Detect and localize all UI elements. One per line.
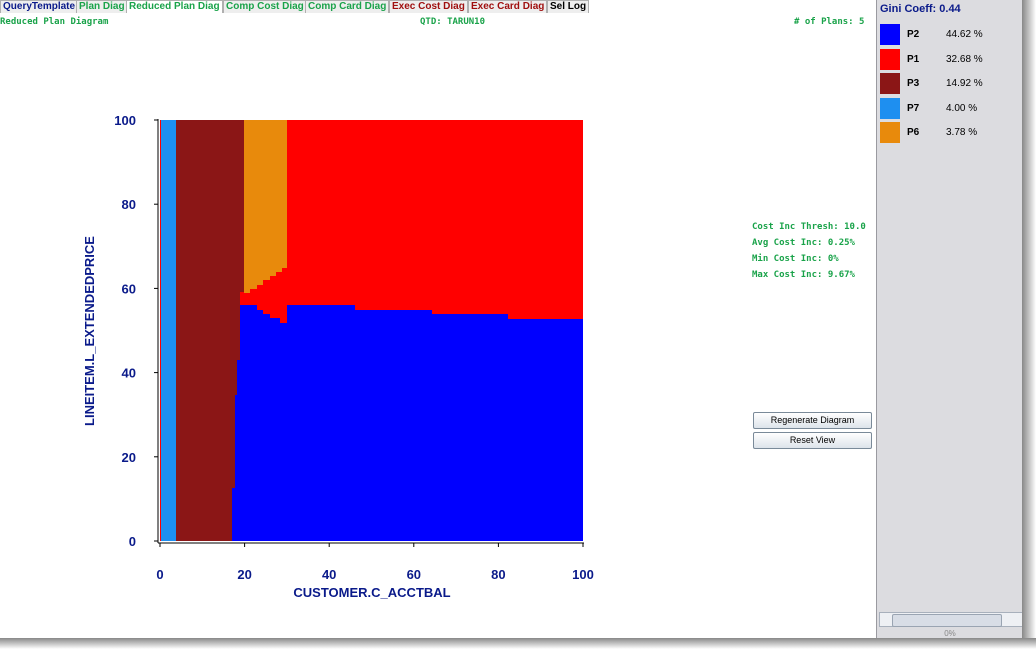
plan-share: 3.78 % [946,127,978,138]
legend-panel: Gini Coeff: 0.44 P2 44.62 % P1 32.68 % P3 14.… [876,0,1024,638]
legend-item: P1 32.68 % [880,48,1020,70]
plan-share: 44.62 % [946,29,983,40]
regenerate-button[interactable]: Regenerate Diagram [753,412,872,429]
plan-share: 4.00 % [946,102,978,114]
x-tick-label: 100 [572,567,594,582]
scroll-thumb[interactable] [892,614,1002,627]
plan-name: P2 [907,29,920,40]
plan-share: 32.68 % [946,53,983,65]
stat-line: Max Cost Inc: 9.67% [752,270,855,280]
legend-swatch [880,48,900,70]
stat-line: Avg Cost Inc: 0.25% [752,238,855,248]
plan-share: 14.92 % [946,78,983,89]
region-p3 [176,120,244,541]
region-p7 [161,120,176,541]
qtd-label: QTD: TARUN10 [420,17,486,27]
legend-swatch [880,24,900,45]
legend-swatch [880,97,900,119]
stat-line: Cost Inc Thresh: 10.0 [752,222,866,232]
x-tick-label: 80 [491,567,505,582]
y-tick-label: 40 [122,366,136,381]
plan-count: # of Plans: 5 [794,17,865,27]
plan-diagram: CUSTOMER.C_ACCTBAL LINEITEM.L_EXTENDEDPR… [82,113,594,600]
legend-item: P7 4.00 % [880,97,1020,119]
y-tick-label: 80 [122,197,136,212]
x-axis-label: CUSTOMER.C_ACCTBAL [293,585,450,600]
tab[interactable]: Reduced Plan Diag [126,0,223,13]
tab[interactable]: Exec Cost Diag [389,0,468,13]
legend-item: P3 14.92 % [880,73,1020,94]
reset-view-button[interactable]: Reset View [753,432,872,449]
y-tick-label: 0 [129,534,136,549]
x-tick-label: 20 [237,567,251,582]
plan-name: P7 [907,102,920,114]
plan-name: P6 [907,127,920,138]
legend-swatch [880,122,900,143]
tab[interactable]: Exec Card Diag [468,0,548,13]
plan-name: P3 [907,78,920,89]
x-tick-label: 40 [322,567,336,582]
region-p2 [232,305,583,541]
tab[interactable]: Sel Log [547,0,590,13]
window-shadow [1022,0,1036,649]
stat-line: Min Cost Inc: 0% [752,254,839,264]
x-tick-label: 0 [156,567,163,582]
y-tick-label: 100 [114,113,136,128]
tab[interactable]: Comp Card Diag [305,0,390,13]
legend-item: P2 44.62 % [880,24,1020,45]
diagram-title: Reduced Plan Diagram [0,17,109,27]
plan-name: P1 [907,53,920,65]
legend-swatch [880,73,900,94]
region-p6 [244,120,287,293]
y-tick-label: 20 [122,450,136,465]
legend-item: P6 3.78 % [880,122,1020,143]
y-axis-label: LINEITEM.L_EXTENDEDPRICE [82,236,97,426]
window-shadow [0,638,1036,649]
x-tick-label: 60 [407,567,421,582]
y-tick-label: 60 [122,281,136,296]
gini-coefficient: Gini Coeff: 0.44 [880,3,961,15]
scrollbar[interactable] [879,612,1024,627]
progress-status: 0% [944,629,956,638]
